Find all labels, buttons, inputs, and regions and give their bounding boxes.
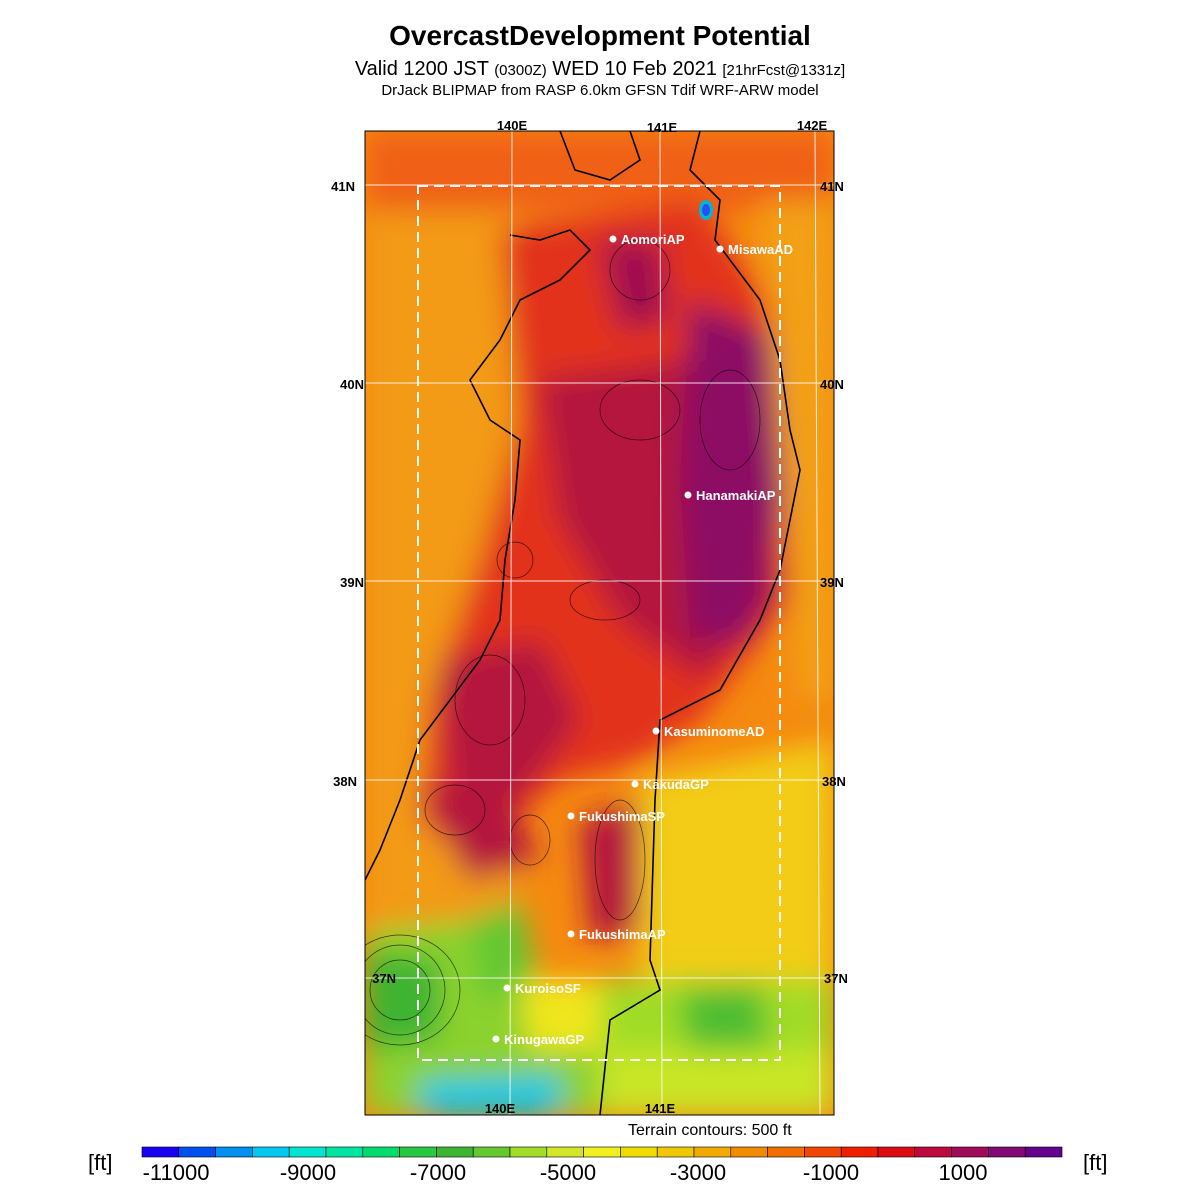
colorbar-swatch — [693, 1146, 732, 1158]
colorbar-tick-label: -11000 — [142, 1160, 210, 1185]
colorbar-swatch — [988, 1146, 1026, 1158]
colorbar-unit-right: [ft] — [1083, 1150, 1108, 1175]
site-marker — [567, 812, 575, 820]
site-aomoriap: AomoriAP — [609, 232, 685, 247]
colorbar-swatch — [914, 1146, 952, 1158]
colorbar-swatch — [583, 1146, 621, 1158]
lat-label-38n-left: 38N — [333, 774, 357, 789]
site-marker — [492, 1035, 500, 1043]
site-hanamakiap: HanamakiAP — [684, 488, 776, 503]
site-marker — [716, 245, 724, 253]
colorbar-unit-left: [ft] — [88, 1150, 113, 1175]
site-label: KasuminomeAD — [664, 724, 764, 739]
site-fukushimasp: FukushimaSP — [567, 809, 665, 824]
site-label: AomoriAP — [621, 232, 685, 247]
site-label: FukushimaSP — [579, 809, 665, 824]
colorbar-swatch — [951, 1146, 989, 1158]
colorbar-swatch — [252, 1146, 290, 1158]
colorbar-swatch — [546, 1146, 584, 1158]
colorbar-swatch — [804, 1146, 842, 1158]
terrain-contours-note: Terrain contours: 500 ft — [628, 1122, 792, 1139]
colorbar-tick-label: -9000 — [279, 1160, 337, 1185]
site-label: HanamakiAP — [696, 488, 776, 503]
colorbar-tick-label: 1000 — [938, 1160, 988, 1185]
site-kakudagp: KakudaGP — [631, 777, 709, 792]
lat-label-37n-left: 37N — [372, 971, 396, 986]
site-fukushimaap: FukushimaAP — [567, 927, 666, 942]
site-marker — [503, 984, 511, 992]
lon-label-141e-bottom: 141E — [645, 1101, 676, 1116]
site-label: KinugawaGP — [504, 1032, 585, 1047]
valid-utc: (0300Z) — [494, 62, 547, 79]
site-label: MisawaAD — [728, 242, 793, 257]
colorbar-swatch — [1024, 1146, 1063, 1158]
site-label: FukushimaAP — [579, 927, 666, 942]
colorbar-tick-label: -5000 — [539, 1160, 597, 1185]
site-marker — [631, 780, 639, 788]
site-kasuminomead: KasuminomeAD — [652, 724, 764, 739]
lat-label-41n-left: 41N — [331, 179, 355, 194]
model-line: DrJack BLIPMAP from RASP 6.0km GFSN Tdif… — [381, 82, 819, 99]
colorbar-swatch — [767, 1146, 805, 1158]
site-marker — [684, 491, 692, 499]
colorbar-swatch — [620, 1146, 658, 1158]
lat-label-40n-left: 40N — [340, 377, 364, 392]
colorbar-tick-label: -3000 — [669, 1160, 727, 1185]
colorbar-swatch — [178, 1146, 216, 1158]
lon-label-140e-top: 140E — [497, 118, 528, 133]
colorbar-swatch — [215, 1146, 253, 1158]
colorbar-swatch — [325, 1146, 364, 1158]
lat-label-39n-left: 39N — [340, 575, 364, 590]
site-kinugawagp: KinugawaGP — [492, 1032, 585, 1047]
colorbar-swatch — [509, 1146, 548, 1158]
site-label: KuroisoSF — [515, 981, 581, 996]
colorbar-swatch — [362, 1146, 400, 1158]
forecast-tag: [21hrFcst@1331z] — [722, 62, 846, 79]
valid-prefix: Valid 1200 JST — [354, 58, 489, 80]
lon-label-141e-top: 141E — [647, 120, 678, 135]
colorbar-swatch — [877, 1146, 916, 1158]
colorbar-swatch — [656, 1146, 695, 1158]
valid-time-line: Valid 1200 JST (0300Z) WED 10 Feb 2021 [… — [0, 58, 1200, 81]
colorbar-tick-label: -1000 — [802, 1160, 860, 1185]
color-field — [365, 131, 834, 1115]
site-marker — [567, 930, 575, 938]
lon-label-140e-bottom: 140E — [485, 1101, 516, 1116]
lat-label-39n-right: 39N — [820, 575, 844, 590]
lat-label-41n-right: 41N — [820, 179, 844, 194]
valid-date: WED 10 Feb 2021 — [552, 58, 717, 80]
site-misawaad: MisawaAD — [716, 242, 793, 257]
site-marker — [652, 727, 660, 735]
page-title: OvercastDevelopment Potential — [389, 20, 811, 51]
colorbar-swatch — [141, 1146, 180, 1158]
lon-label-142e-top: 142E — [797, 118, 828, 133]
colorbar — [141, 1146, 1063, 1158]
colorbar-swatch — [472, 1146, 511, 1158]
colorbar-swatch — [730, 1146, 768, 1158]
colorbar-tick-label: -7000 — [409, 1160, 467, 1185]
colorbar-swatch — [288, 1146, 327, 1158]
site-kuroisosf: KuroisoSF — [503, 981, 581, 996]
site-label: KakudaGP — [643, 777, 709, 792]
lat-label-40n-right: 40N — [820, 377, 844, 392]
colorbar-swatch — [840, 1146, 879, 1158]
lat-label-38n-right: 38N — [822, 774, 846, 789]
colorbar-swatch — [436, 1146, 474, 1158]
colorbar-swatch — [399, 1146, 437, 1158]
lat-label-37n-right: 37N — [824, 971, 848, 986]
site-marker — [609, 235, 617, 243]
